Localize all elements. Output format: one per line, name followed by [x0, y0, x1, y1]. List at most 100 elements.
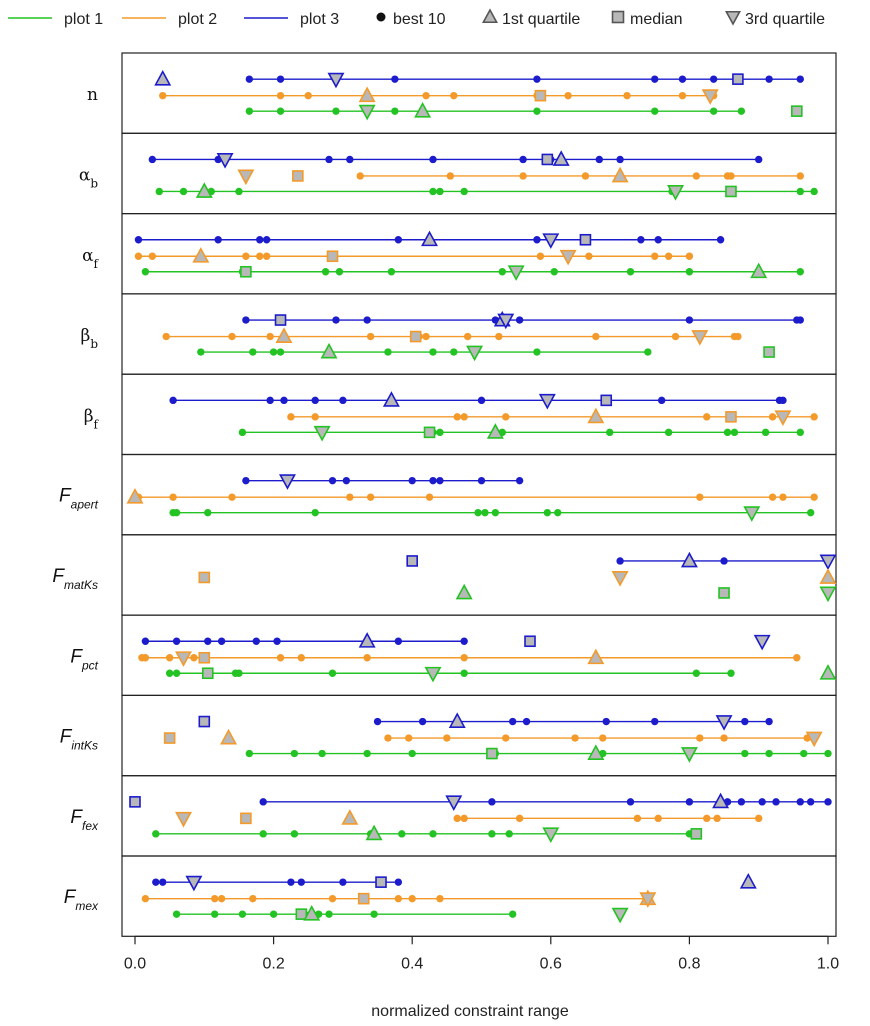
median-marker-p1 — [791, 105, 803, 117]
median-marker-p1 — [240, 265, 252, 278]
median-marker-p1 — [486, 747, 498, 760]
best10-point-p1 — [398, 830, 406, 838]
row-label-subscript: b — [90, 176, 98, 190]
best10-point-p3 — [429, 155, 437, 164]
q1-marker-p2 — [587, 407, 605, 424]
q3-marker-p3 — [327, 72, 345, 89]
legend-label-p1: plot 1 — [64, 11, 103, 28]
best10-point-p1 — [363, 749, 371, 758]
best10-point-p3 — [242, 476, 250, 485]
q1-marker-p2 — [126, 487, 144, 504]
q1-marker-p1 — [750, 262, 768, 279]
median-marker-p1 — [423, 426, 436, 439]
best10-point-p2 — [148, 252, 157, 260]
best10-point-p3 — [533, 236, 541, 244]
panel-frame — [121, 52, 837, 134]
q3-marker-p3 — [542, 233, 560, 249]
best10-point-p3 — [245, 75, 254, 83]
median-marker-p3 — [732, 73, 744, 85]
row-label-main: α — [79, 165, 91, 185]
best10-point-p1 — [325, 910, 333, 918]
best10-point-p2 — [734, 332, 742, 341]
best10-point-p1 — [152, 830, 160, 838]
best10-point-p1 — [533, 348, 541, 356]
best10-point-p3 — [651, 75, 659, 83]
best10-point-p2 — [696, 734, 704, 742]
row-label-main: F — [70, 646, 83, 667]
panel-row-0: n — [87, 52, 837, 134]
q1-marker-p1 — [365, 824, 383, 841]
q1-marker-p3 — [552, 150, 570, 166]
best10-point-p2 — [713, 814, 721, 823]
best10-point-p2 — [651, 252, 659, 260]
best10-point-p3 — [720, 557, 728, 565]
q1-marker-p1 — [819, 664, 837, 680]
row-label-main: F — [59, 486, 72, 507]
best10-point-p3 — [152, 878, 160, 886]
best10-point-p3 — [363, 316, 371, 324]
best10-point-p1 — [259, 830, 267, 838]
best10-point-p1 — [481, 508, 489, 517]
best10-point-p2 — [519, 172, 527, 180]
best10-point-p3 — [408, 476, 416, 485]
median-marker-p2 — [326, 250, 339, 263]
x-tick-label: 1.0 — [817, 955, 839, 972]
best10-point-p2 — [810, 413, 818, 421]
q3-marker-p3 — [445, 795, 463, 812]
best10-point-p3 — [328, 476, 337, 485]
q3-marker-p2 — [639, 892, 657, 908]
best10-point-p3 — [796, 316, 804, 324]
best10-point-p3 — [772, 798, 780, 806]
legend-label-median: median — [630, 11, 682, 28]
legend-label-p2: plot 2 — [178, 11, 217, 28]
best10-point-p3 — [159, 878, 167, 886]
best10-point-p1 — [533, 107, 541, 115]
row-label-main: β — [84, 406, 94, 426]
q1-marker-p3 — [712, 792, 730, 809]
legend-label-p3: plot 3 — [300, 11, 339, 28]
best10-point-p3 — [394, 878, 403, 886]
row-label: Fapert — [59, 486, 99, 512]
best10-point-p1 — [318, 749, 326, 758]
q1-marker-p1 — [587, 744, 605, 760]
best10-point-p3 — [141, 637, 150, 645]
best10-point-p3 — [394, 236, 403, 244]
best10-point-p3 — [418, 717, 427, 726]
row-label: n — [87, 85, 98, 105]
best10-point-p1 — [761, 428, 770, 437]
panel-row-3: βb — [80, 293, 837, 375]
best10-point-p3 — [134, 236, 143, 244]
row-label-main: F — [52, 566, 65, 587]
best10-point-p3 — [280, 396, 288, 405]
best10-point-p1 — [311, 508, 319, 517]
best10-point-p1 — [210, 910, 219, 918]
best10-point-p2 — [159, 91, 167, 100]
row-label-main: n — [87, 85, 98, 105]
best10-point-p2 — [502, 413, 510, 421]
best10-point-p2 — [720, 734, 728, 742]
q3-marker-p1 — [680, 747, 698, 763]
best10-point-p1 — [741, 749, 749, 758]
best10-point-p2 — [502, 734, 510, 742]
best10-point-p3 — [824, 798, 832, 806]
q3-marker-p2 — [805, 731, 823, 748]
median-marker-p2 — [240, 812, 252, 825]
best10-point-p1 — [730, 428, 739, 437]
best10-point-p3 — [654, 236, 662, 244]
best10-point-p1 — [460, 669, 468, 677]
best10-point-p1 — [249, 348, 257, 356]
best10-point-p2 — [134, 252, 143, 260]
best10-point-p3 — [657, 396, 666, 405]
panel-frame — [121, 453, 837, 536]
best10-point-p1 — [498, 268, 506, 276]
panel-row-2: αf — [82, 213, 837, 295]
row-label-main: α — [82, 246, 94, 266]
best10-point-p1 — [460, 187, 468, 196]
best10-point-p3 — [765, 717, 773, 726]
best10-point-p3 — [651, 717, 659, 726]
best10-point-p3 — [796, 798, 804, 806]
best10-point-p1 — [384, 348, 392, 356]
best10-point-p1 — [800, 749, 808, 758]
best10-point-p1 — [806, 508, 815, 517]
